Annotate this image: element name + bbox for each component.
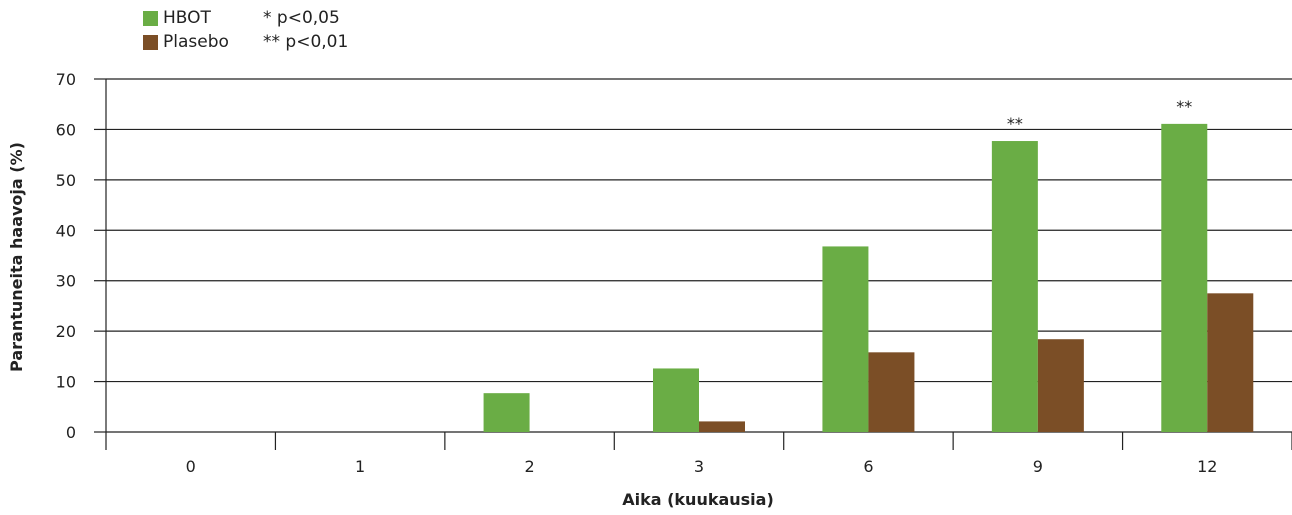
bar-hbot-3	[653, 368, 699, 432]
x-tick-label: 0	[186, 457, 196, 476]
y-tick-label: 20	[56, 322, 76, 341]
bars: ** **	[483, 97, 1254, 432]
bar-plasebo-6	[868, 352, 915, 432]
y-tick-label: 40	[56, 221, 76, 240]
y-tick-label: 30	[56, 272, 76, 291]
x-tick-label: 2	[524, 457, 534, 476]
y-tick-label: 10	[56, 373, 76, 392]
bar-hbot-12	[1161, 123, 1208, 432]
legend-swatch-hbot	[143, 10, 158, 26]
x-axis-title: Aika (kuukausia)	[622, 490, 774, 509]
x-tick-label: 6	[863, 457, 873, 476]
bar-plasebo-12	[1207, 293, 1254, 432]
legend-item-hbot: HBOT * p<0,05	[143, 6, 348, 30]
legend-label-plasebo: Plasebo	[163, 32, 229, 52]
x-tick-label: 9	[1033, 457, 1043, 476]
significance-marker: **	[1007, 114, 1023, 133]
bar-hbot-2	[483, 393, 530, 432]
y-tick-label: 0	[66, 423, 76, 442]
legend-label-hbot: HBOT	[163, 8, 211, 28]
bar-hbot-6	[822, 246, 869, 432]
significance-marker: **	[1176, 97, 1192, 116]
y-axis-title: Parantuneita haavoja (%)	[7, 142, 26, 372]
bar-plasebo-9	[1037, 339, 1084, 432]
legend-item-plasebo: Plasebo ** p<0,01	[143, 30, 348, 54]
significance-note-p001: ** p<0,01	[263, 32, 349, 52]
bar-hbot-9	[991, 141, 1038, 432]
legend-swatch-plasebo	[143, 34, 158, 50]
bar-plasebo-3	[699, 421, 745, 432]
significance-note-p005: * p<0,05	[263, 8, 340, 28]
x-tick-label: 3	[694, 457, 704, 476]
y-tick-label: 50	[56, 171, 76, 190]
x-tick-label: 12	[1197, 457, 1217, 476]
legend: HBOT * p<0,05 Plasebo ** p<0,01	[143, 6, 348, 54]
y-tick-label: 70	[56, 70, 76, 89]
y-tick-label: 60	[56, 120, 76, 139]
grid	[106, 78, 1292, 433]
x-tick-label: 1	[355, 457, 365, 476]
